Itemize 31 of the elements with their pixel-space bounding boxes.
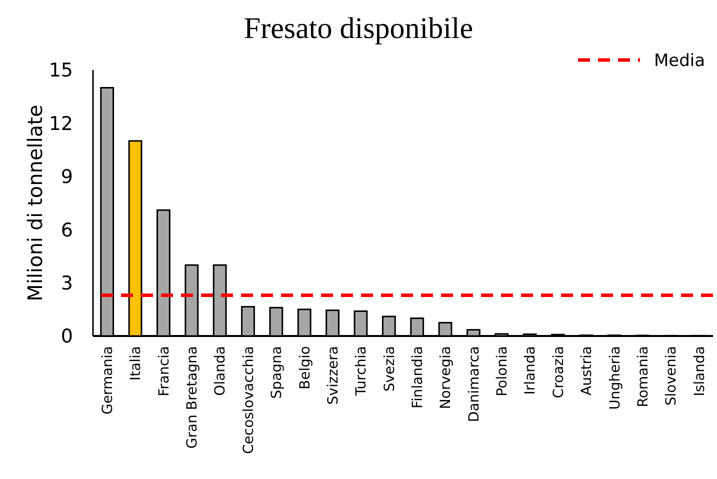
y-tick-label: 15 bbox=[48, 60, 73, 82]
x-tick-label: Spagna bbox=[269, 346, 286, 399]
y-tick-label: 9 bbox=[60, 166, 73, 188]
x-tick-label: Turchia bbox=[354, 346, 370, 397]
legend-label: Media bbox=[654, 50, 706, 71]
x-tick-label: Romania bbox=[635, 346, 652, 408]
x-tick-label: Francia bbox=[156, 346, 172, 396]
y-tick-label: 12 bbox=[48, 112, 73, 135]
x-tick-label: Svezia bbox=[382, 346, 398, 392]
x-tick-label: Austria bbox=[579, 346, 596, 396]
x-tick-label: Gran Bretagna bbox=[184, 346, 201, 449]
y-tick-label: 0 bbox=[60, 326, 73, 348]
x-tick-label: Croazia bbox=[550, 346, 567, 398]
x-tick-label: Danimarca bbox=[466, 346, 482, 422]
chart-title: Fresato disponibile bbox=[244, 12, 474, 45]
x-tick-label: Finlandia bbox=[410, 346, 426, 408]
y-tick-label: 3 bbox=[60, 272, 73, 294]
x-tick-label: Italia bbox=[128, 346, 144, 381]
x-tick-label: Svizzera bbox=[325, 346, 342, 405]
x-tick-label: Ungheria bbox=[607, 346, 624, 410]
x-tick-label: Cecoslovacchia bbox=[240, 346, 257, 454]
x-tick-label: Norvegia bbox=[438, 346, 454, 410]
x-tick-label: Polonia bbox=[494, 346, 511, 396]
x-tick-label: Germania bbox=[100, 346, 116, 415]
x-tick-label: Olanda bbox=[212, 346, 229, 396]
y-axis-title: Milioni di tonnellate bbox=[23, 104, 47, 302]
y-tick-label: 6 bbox=[60, 219, 73, 242]
x-tick-label: Islanda bbox=[692, 346, 708, 396]
x-tick-label: Slovenia bbox=[664, 346, 680, 406]
x-tick-label: Belgio bbox=[297, 346, 314, 390]
x-tick-label: Irlanda bbox=[522, 346, 539, 395]
